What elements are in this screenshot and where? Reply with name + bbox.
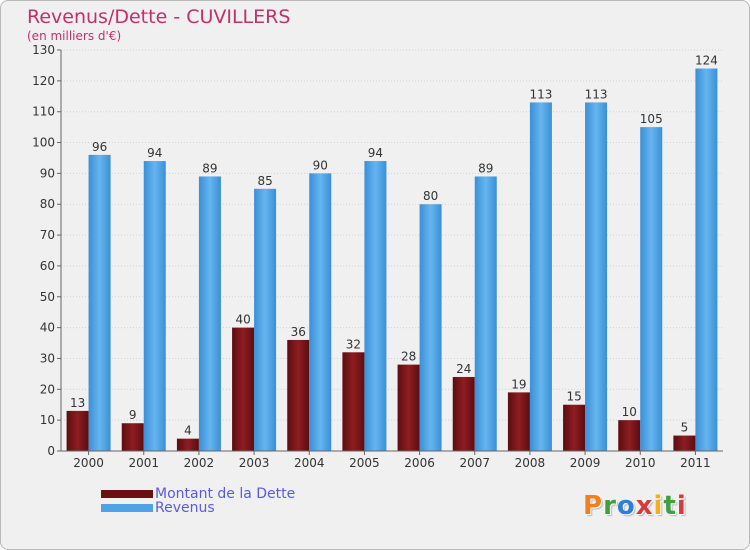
data-label-revenus: 105 [640, 112, 663, 126]
x-tick-label: 2011 [680, 456, 711, 470]
legend-swatch-dette [101, 490, 153, 498]
y-tick-label: 50 [40, 290, 55, 304]
y-tick-label: 0 [47, 444, 55, 458]
x-tick-label: 2004 [294, 456, 325, 470]
x-tick-label: 2008 [515, 456, 546, 470]
data-label-dette: 28 [401, 350, 416, 364]
x-tick-label: 2010 [625, 456, 656, 470]
x-tick-label: 2002 [184, 456, 215, 470]
bar-revenus-2005 [364, 161, 387, 452]
data-label-dette: 10 [622, 405, 637, 419]
y-tick-label: 110 [32, 105, 55, 119]
x-tick-label: 2003 [239, 456, 270, 470]
grid-lines [61, 49, 723, 421]
data-label-dette: 15 [566, 390, 581, 404]
data-label-revenus: 124 [695, 54, 718, 68]
data-label-dette: 36 [291, 325, 306, 339]
y-tick-label: 10 [40, 413, 55, 427]
bar-dette-2011 [673, 435, 696, 451]
y-tick-label: 100 [32, 136, 55, 150]
data-label-revenus: 96 [92, 140, 107, 154]
bar-revenus-2010 [640, 127, 663, 451]
y-tick-label: 60 [40, 259, 55, 273]
legend-label-revenus: Revenus [155, 500, 215, 516]
data-label-revenus: 113 [529, 87, 552, 101]
data-label-dette: 24 [456, 362, 471, 376]
bars [66, 68, 718, 452]
bar-dette-2001 [121, 423, 144, 451]
data-label-revenus: 90 [313, 158, 328, 172]
bar-revenus-2004 [309, 173, 332, 451]
chart-title: Revenus/Dette - CUVILLERS [27, 6, 291, 28]
y-axis-ticks: 0 10 20 30 40 50 60 70 80 90 100 110 120 130 [32, 43, 61, 458]
y-tick-label: 80 [40, 197, 55, 211]
x-axis-ticks: 2000 2001 2002 2003 2004 2005 2006 2007 2008 2009… [73, 451, 711, 470]
x-tick-label: 2005 [349, 456, 380, 470]
bar-revenus-2003 [254, 188, 277, 452]
data-label-dette: 32 [346, 337, 361, 351]
x-tick-label: 2009 [570, 456, 601, 470]
data-label-dette: 9 [129, 408, 137, 422]
bar-dette-2009 [563, 404, 586, 451]
y-tick-label: 40 [40, 321, 55, 335]
bar-revenus-2009 [585, 102, 608, 451]
bar-revenus-2007 [474, 176, 497, 451]
bar-dette-2006 [397, 364, 420, 451]
bar-dette-2005 [342, 352, 365, 451]
bar-revenus-2000 [88, 154, 111, 451]
y-tick-label: 90 [40, 166, 55, 180]
data-label-dette: 40 [235, 313, 250, 327]
x-tick-label: 2006 [404, 456, 435, 470]
data-label-revenus: 94 [147, 146, 162, 160]
x-tick-label: 2001 [128, 456, 159, 470]
bar-dette-2010 [618, 420, 641, 451]
x-tick-label: 2007 [459, 456, 490, 470]
data-label-dette: 19 [511, 377, 526, 391]
legend-item-dette: Montant de la Dette [101, 487, 295, 501]
data-label-revenus: 89 [478, 161, 493, 175]
bar-revenus-2001 [143, 161, 166, 452]
bar-dette-2000 [66, 410, 89, 451]
y-tick-label: 120 [32, 74, 55, 88]
data-label-revenus: 94 [368, 146, 383, 160]
legend-swatch-revenus [101, 504, 153, 512]
bar-dette-2004 [287, 339, 310, 451]
y-tick-label: 30 [40, 351, 55, 365]
bar-dette-2007 [452, 376, 475, 451]
data-label-revenus: 85 [257, 174, 272, 188]
y-tick-label: 20 [40, 382, 55, 396]
bar-revenus-2006 [419, 204, 442, 451]
legend-item-revenus: Revenus [101, 501, 295, 515]
y-tick-label: 70 [40, 228, 55, 242]
data-label-revenus: 113 [585, 87, 608, 101]
x-tick-label: 2000 [73, 456, 104, 470]
proxiti-logo: Proxiti [583, 491, 687, 521]
legend-label-dette: Montant de la Dette [155, 486, 296, 502]
bar-revenus-2011 [695, 68, 718, 451]
data-label-dette: 5 [681, 421, 689, 435]
bar-revenus-2008 [529, 102, 552, 451]
legend: Montant de la Dette Revenus [101, 487, 295, 515]
data-label-revenus: 80 [423, 189, 438, 203]
data-label-dette: 13 [70, 396, 85, 410]
data-label-dette: 4 [184, 424, 192, 438]
data-label-revenus: 89 [202, 161, 217, 175]
bar-dette-2002 [176, 438, 199, 451]
chart-subtitle: (en milliers d'€) [27, 29, 122, 43]
bar-revenus-2002 [198, 176, 221, 451]
y-tick-label: 130 [32, 43, 55, 57]
data-labels: 13 96 9 94 4 89 40 85 36 90 32 94 28 80 24 89 19 113 15 113… [70, 54, 718, 438]
bar-dette-2003 [232, 327, 255, 451]
bar-dette-2008 [507, 392, 530, 451]
axes [60, 50, 723, 452]
